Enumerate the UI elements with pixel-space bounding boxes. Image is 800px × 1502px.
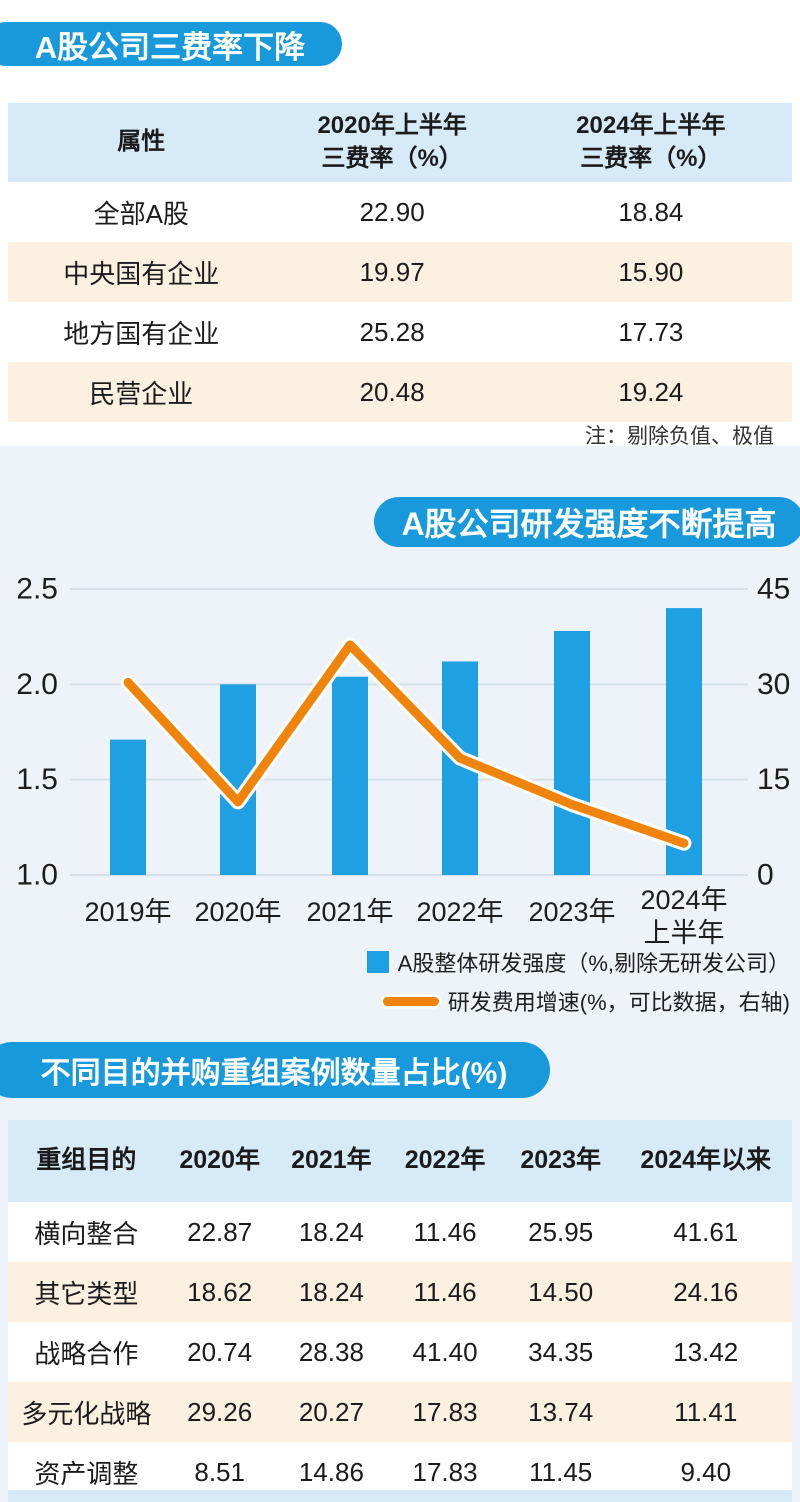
row-label: 横向整合 xyxy=(8,1202,165,1262)
value-cell: 11.41 xyxy=(619,1382,792,1442)
value-cell: 14.50 xyxy=(501,1262,620,1322)
value-cell: 18.24 xyxy=(274,1262,389,1322)
header-row: 属性 2020年上半年 三费率（%） 2024年上半年 三费率（%） xyxy=(8,103,792,182)
column-header: 重组目的 xyxy=(8,1120,165,1202)
column-header: 2022年 xyxy=(388,1120,502,1202)
value-cell: 13.42 xyxy=(619,1322,792,1382)
column-header: 2024年上半年 三费率（%） xyxy=(509,103,792,182)
row-label: 多元化战略 xyxy=(8,1382,165,1442)
right-axis-tick: 30 xyxy=(757,668,790,701)
column-header: 2023年 xyxy=(501,1120,620,1202)
table-row: 其它类型 18.62 18.24 11.46 14.50 24.16 xyxy=(8,1262,792,1322)
column-header: 属性 xyxy=(8,103,275,182)
value-cell: 17.83 xyxy=(388,1382,502,1442)
x-axis-label: 上半年 xyxy=(644,918,725,948)
row-label: 全部A股 xyxy=(8,182,275,242)
table-row: 多元化战略 29.26 20.27 17.83 13.74 11.41 xyxy=(8,1382,792,1442)
value-cell: 17.73 xyxy=(509,302,792,362)
value-cell: 20.74 xyxy=(164,1322,275,1382)
table-row: 横向整合 22.87 18.24 11.46 25.95 41.61 xyxy=(8,1202,792,1262)
section3-title-badge: 不同目的并购重组案例数量占比(%) xyxy=(0,1042,550,1098)
rd-intensity-bar xyxy=(666,608,702,875)
section1-title: A股公司三费率下降 xyxy=(34,29,306,65)
x-axis-label: 2019年 xyxy=(84,897,171,927)
line-series-swatch-icon xyxy=(382,996,439,1006)
value-cell: 22.87 xyxy=(164,1202,275,1262)
left-axis-tick: 2.0 xyxy=(16,668,58,701)
column-header: 2020年上半年 三费率（%） xyxy=(274,103,510,182)
header-row: 重组目的 2020年 2021年 2022年 2023年 2024年以来 xyxy=(8,1120,792,1202)
value-cell: 18.24 xyxy=(274,1202,389,1262)
value-cell: 15.90 xyxy=(509,242,792,302)
table-note: 注：剔除负值、极值 xyxy=(585,425,774,448)
table-row: 战略合作 20.74 28.38 41.40 34.35 13.42 xyxy=(8,1322,792,1382)
column-header: 2020年 xyxy=(164,1120,275,1202)
fee-rate-table: 属性 2020年上半年 三费率（%） 2024年上半年 三费率（%） 全部A股 22.90 1… xyxy=(8,103,792,422)
value-cell: 11.46 xyxy=(388,1262,502,1322)
section3-title: 不同目的并购重组案例数量占比(%) xyxy=(40,1057,508,1090)
left-axis-tick: 2.5 xyxy=(16,573,58,606)
row-label: 地方国有企业 xyxy=(8,302,275,362)
bar-series-label: A股整体研发强度（%,剔除无研发公司） xyxy=(397,951,790,976)
rd-intensity-bar xyxy=(332,676,368,875)
value-cell: 19.97 xyxy=(274,242,510,302)
x-axis-label: 2024年 xyxy=(640,885,727,915)
section2-title-badge: A股公司研发强度不断提高 xyxy=(374,497,800,547)
legend-item-line: 研发费用增速(%，可比数据，右轴) xyxy=(382,985,790,1017)
value-cell: 41.40 xyxy=(388,1322,502,1382)
rd-intensity-bar xyxy=(110,739,146,875)
left-axis-tick: 1.5 xyxy=(16,763,58,796)
column-header: 2024年以来 xyxy=(619,1120,792,1202)
next-table-header-partial xyxy=(8,1490,792,1502)
row-label: 其它类型 xyxy=(8,1262,165,1322)
section1-title-badge: A股公司三费率下降 xyxy=(0,22,342,66)
right-axis-tick: 0 xyxy=(757,859,774,892)
table-row: 地方国有企业 25.28 17.73 xyxy=(8,302,792,362)
table-row: 民营企业 20.48 19.24 xyxy=(8,362,792,422)
value-cell: 41.61 xyxy=(619,1202,792,1262)
value-cell: 20.48 xyxy=(274,362,510,422)
value-cell: 18.84 xyxy=(509,182,792,242)
value-cell: 19.24 xyxy=(509,362,792,422)
bar-series-swatch-icon xyxy=(366,951,389,973)
value-cell: 24.16 xyxy=(619,1262,792,1322)
value-cell: 20.27 xyxy=(274,1382,389,1442)
value-cell: 22.90 xyxy=(274,182,510,242)
value-cell: 25.28 xyxy=(274,302,510,362)
table-row: 全部A股 22.90 18.84 xyxy=(8,182,792,242)
value-cell: 25.95 xyxy=(501,1202,620,1262)
rd-intensity-chart: 1.0 0 1.5 15 2.0 30 2.5 45 2019年 2020年 2021年 2022年 2… xyxy=(16,573,790,949)
legend-item-bar: A股整体研发强度（%,剔除无研发公司） xyxy=(366,946,790,978)
left-axis-tick: 1.0 xyxy=(16,859,58,892)
right-axis-tick: 15 xyxy=(757,763,790,796)
rd-intensity-bar xyxy=(554,630,590,875)
row-label: 战略合作 xyxy=(8,1322,165,1382)
table-row: 中央国有企业 19.97 15.90 xyxy=(8,242,792,302)
value-cell: 11.46 xyxy=(388,1202,502,1262)
section2-title: A股公司研发强度不断提高 xyxy=(401,506,777,542)
value-cell: 18.62 xyxy=(164,1262,275,1322)
line-series-label: 研发费用增速(%，可比数据，右轴) xyxy=(447,990,790,1015)
x-axis-label: 2021年 xyxy=(306,897,393,927)
value-cell: 13.74 xyxy=(501,1382,620,1442)
column-header: 2021年 xyxy=(274,1120,389,1202)
value-cell: 28.38 xyxy=(274,1322,389,1382)
x-axis-label: 2020年 xyxy=(194,897,281,927)
value-cell: 29.26 xyxy=(164,1382,275,1442)
x-axis-label: 2023年 xyxy=(528,897,615,927)
value-cell: 34.35 xyxy=(501,1322,620,1382)
row-label: 中央国有企业 xyxy=(8,242,275,302)
chart-legend: A股整体研发强度（%,剔除无研发公司） 研发费用增速(%，可比数据，右轴) xyxy=(366,946,790,1017)
right-axis-tick: 45 xyxy=(757,573,790,606)
ma-purpose-table: 重组目的 2020年 2021年 2022年 2023年 2024年以来 横向整合 22.87… xyxy=(8,1120,792,1502)
x-axis-label: 2022年 xyxy=(416,897,503,927)
growth-line xyxy=(123,640,689,848)
row-label: 民营企业 xyxy=(8,362,275,422)
